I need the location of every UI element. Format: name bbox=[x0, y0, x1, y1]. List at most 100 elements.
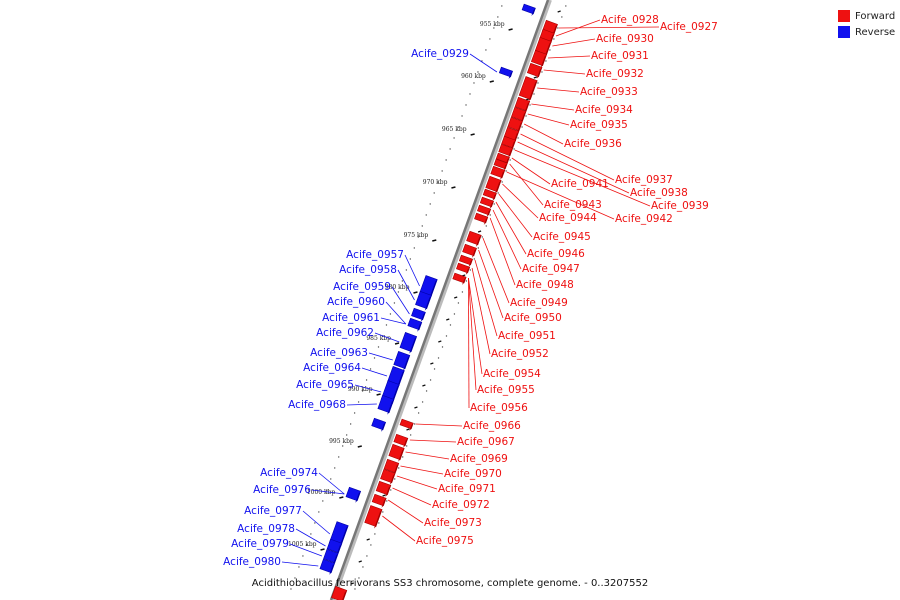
tick-mark bbox=[320, 548, 325, 551]
track-dot bbox=[429, 379, 432, 381]
forward-gene bbox=[507, 116, 523, 133]
forward-gene-bevel bbox=[528, 80, 538, 102]
reverse-gene bbox=[419, 275, 438, 299]
track-dot bbox=[477, 247, 480, 249]
reverse-leader-line bbox=[368, 352, 393, 361]
forward-gene bbox=[485, 175, 502, 194]
reverse-gene-bevel bbox=[396, 370, 405, 388]
tick-label: 980 kbp bbox=[385, 284, 410, 291]
forward-gene-label: Acife_0949 bbox=[510, 297, 568, 309]
forward-leader-line bbox=[405, 451, 450, 460]
forward-leader-line bbox=[396, 475, 438, 490]
tick-label: 975 kbp bbox=[404, 232, 429, 239]
track-dot bbox=[557, 27, 559, 29]
reverse-gene-label: Acife_0961 bbox=[322, 312, 380, 324]
reverse-gene-bevel bbox=[409, 336, 417, 354]
forward-gene-bevel bbox=[483, 217, 488, 225]
forward-leader-line bbox=[537, 87, 580, 93]
forward-gene-label: Acife_0955 bbox=[477, 384, 535, 396]
forward-gene-label: Acife_0969 bbox=[450, 453, 508, 465]
forward-leader-line bbox=[509, 163, 544, 206]
forward-leader-line bbox=[555, 19, 601, 37]
track-dot bbox=[389, 313, 392, 315]
forward-leader-line bbox=[492, 209, 522, 270]
reverse-leader-line bbox=[469, 53, 498, 73]
track-dot bbox=[405, 269, 408, 271]
forward-gene bbox=[518, 76, 538, 102]
reverse-gene bbox=[387, 366, 405, 388]
track-dot bbox=[553, 38, 555, 40]
forward-gene-label: Acife_0945 bbox=[533, 231, 591, 243]
legend-reverse: Reverse bbox=[838, 24, 895, 40]
track-dot bbox=[401, 280, 404, 282]
reverse-genes bbox=[319, 3, 536, 575]
forward-leader-line bbox=[517, 141, 630, 194]
reverse-leader-line bbox=[354, 384, 382, 393]
forward-gene bbox=[383, 458, 400, 475]
forward-gene bbox=[371, 493, 387, 508]
forward-gene-label: Acife_0956 bbox=[470, 402, 528, 414]
reverse-gene bbox=[407, 317, 423, 332]
track-dot bbox=[525, 115, 527, 117]
track-dot bbox=[413, 247, 416, 249]
forward-leader-line bbox=[531, 103, 575, 111]
forward-gene bbox=[479, 196, 494, 209]
reverse-gene bbox=[411, 307, 426, 322]
forward-gene-label: Acife_0936 bbox=[564, 138, 622, 150]
track-dot bbox=[353, 412, 356, 414]
tick-label: 965 kbp bbox=[442, 126, 467, 133]
tick-mark bbox=[357, 445, 362, 448]
forward-gene-bevel bbox=[475, 235, 482, 247]
track-dot bbox=[386, 500, 388, 502]
tick-mark bbox=[414, 406, 418, 409]
forward-gene-bevel bbox=[517, 121, 523, 133]
track-dot bbox=[394, 478, 396, 480]
reverse-leader-line bbox=[289, 543, 323, 557]
forward-gene-label: Acife_0938 bbox=[630, 187, 688, 199]
forward-gene-label: Acife_0943 bbox=[544, 199, 602, 211]
track-dot bbox=[358, 577, 360, 579]
forward-gene-bevel bbox=[544, 41, 552, 57]
legend: Forward Reverse bbox=[838, 8, 895, 40]
forward-leader-line bbox=[382, 515, 416, 542]
forward-gene-bevel bbox=[385, 485, 391, 497]
tick-mark bbox=[446, 318, 450, 321]
reverse-gene-bevel bbox=[336, 543, 342, 555]
forward-gene-bevel bbox=[342, 590, 347, 600]
track-dot bbox=[505, 170, 507, 172]
forward-gene bbox=[498, 143, 514, 158]
forward-gene-bevel bbox=[492, 193, 497, 201]
reverse-gene-label: Acife_0979 bbox=[231, 538, 289, 550]
track-dot bbox=[545, 60, 547, 62]
reverse-leader-line bbox=[281, 561, 319, 567]
forward-leader-line bbox=[392, 487, 432, 506]
forward-gene-label: Acife_0970 bbox=[444, 468, 502, 480]
track-dot bbox=[513, 148, 515, 150]
forward-leader-line bbox=[527, 113, 570, 126]
reverse-gene bbox=[345, 486, 362, 503]
forward-gene-label: Acife_0971 bbox=[438, 483, 496, 495]
forward-leader-line bbox=[482, 237, 510, 304]
forward-leader-line bbox=[471, 267, 491, 355]
legend-forward: Forward bbox=[838, 8, 895, 24]
forward-leader-line bbox=[543, 69, 586, 75]
legend-reverse-label: Reverse bbox=[855, 26, 896, 38]
reverse-gene bbox=[393, 350, 411, 371]
track-dot bbox=[334, 467, 336, 469]
forward-gene-bevel bbox=[510, 140, 516, 150]
forward-leader-line bbox=[498, 193, 533, 238]
track-dot bbox=[345, 434, 348, 436]
forward-gene-label: Acife_0967 bbox=[457, 436, 515, 448]
track-dot bbox=[533, 93, 535, 95]
reverse-gene-label: Acife_0965 bbox=[296, 379, 354, 391]
forward-gene-bevel bbox=[500, 170, 505, 180]
reverse-swatch bbox=[838, 26, 850, 38]
forward-gene bbox=[364, 505, 383, 529]
forward-leader-line bbox=[558, 26, 660, 29]
track-dot bbox=[445, 159, 447, 161]
forward-gene-label: Acife_0927 bbox=[660, 21, 718, 33]
reverse-gene-label: Acife_0964 bbox=[303, 362, 361, 374]
track-dot bbox=[374, 533, 376, 535]
tick-mark bbox=[358, 560, 362, 563]
